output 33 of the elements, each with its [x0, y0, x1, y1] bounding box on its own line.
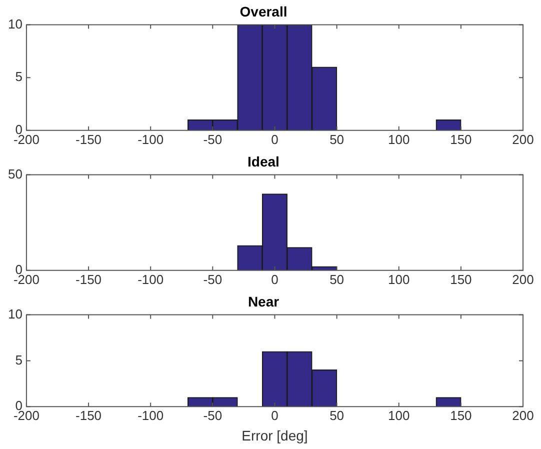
- x-tick-label: 150: [450, 408, 472, 423]
- x-tick-label: -100: [138, 132, 164, 147]
- x-tick-label: -50: [203, 272, 222, 287]
- y-tick-label: 5: [15, 69, 22, 84]
- x-tick-label: 50: [330, 272, 344, 287]
- x-tick-label: 200: [512, 272, 534, 287]
- x-axis-title: Error [deg]: [242, 427, 308, 444]
- x-tick-label: 150: [450, 272, 472, 287]
- x-tick-label: -50: [203, 408, 222, 423]
- x-tick-label: 50: [330, 132, 344, 147]
- x-tick-label: 0: [271, 132, 278, 147]
- x-tick-label: -150: [76, 132, 102, 147]
- x-tick-label: 150: [450, 132, 472, 147]
- x-tick-label: 100: [388, 272, 410, 287]
- x-tick-label: 200: [512, 408, 534, 423]
- x-tick-label: -100: [138, 272, 164, 287]
- y-tick-label: 10: [8, 16, 22, 32]
- x-tick-label: 50: [330, 408, 344, 423]
- x-tick-label: 100: [388, 408, 410, 423]
- x-tick-label: 0: [271, 408, 278, 423]
- y-tick-label: 10: [8, 306, 22, 322]
- x-tick-label: -100: [138, 408, 164, 423]
- x-tick-label: 200: [512, 132, 534, 147]
- chart-title: Near: [248, 293, 280, 310]
- chart-title: Overall: [240, 3, 288, 20]
- x-tick-label: 100: [388, 132, 410, 147]
- x-tick-label: -50: [203, 132, 222, 147]
- y-tick-label: 5: [15, 352, 22, 368]
- x-tick-label: -150: [76, 408, 102, 423]
- chart-title: Ideal: [248, 153, 280, 170]
- x-tick-label: 0: [271, 272, 278, 287]
- x-tick-label: -150: [76, 272, 102, 287]
- y-tick-label: 50: [8, 166, 22, 182]
